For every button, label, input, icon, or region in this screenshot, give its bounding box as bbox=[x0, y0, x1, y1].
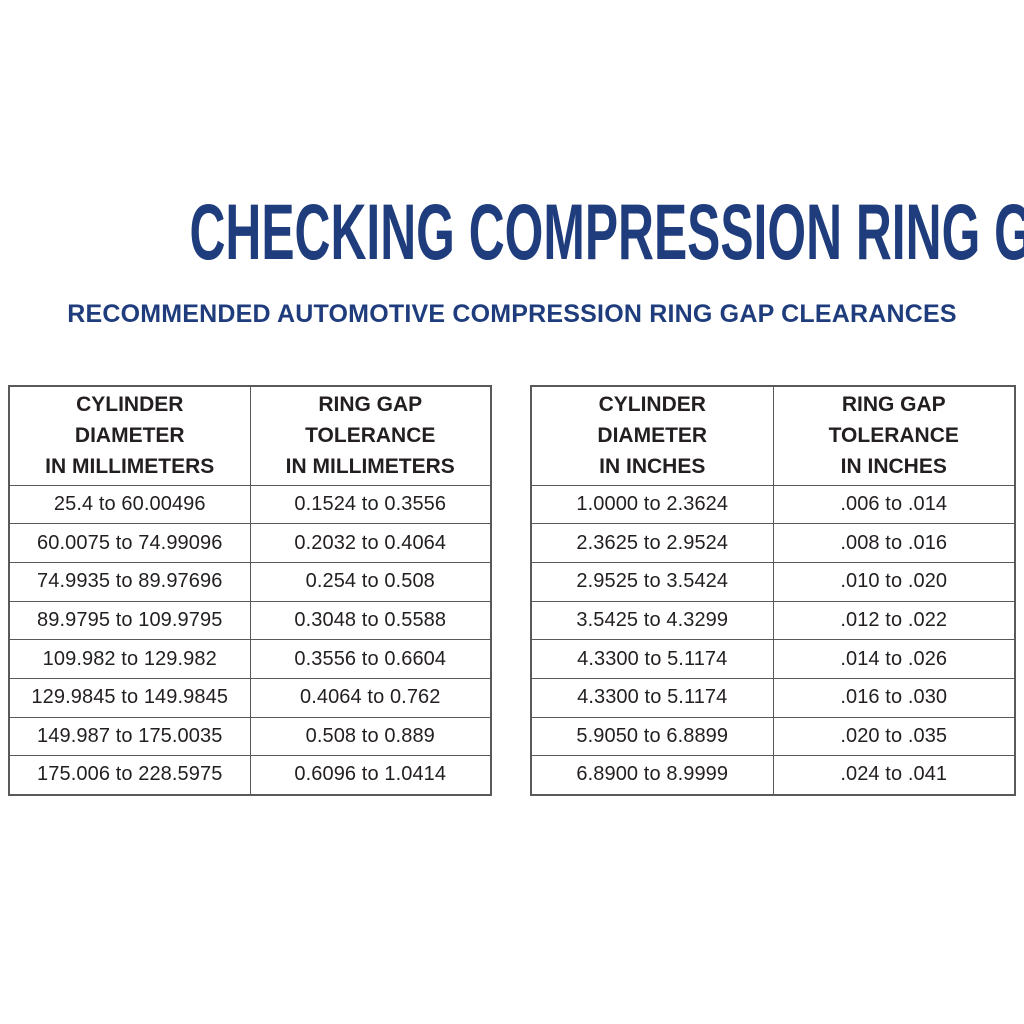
cylinder-diameter-cell: 74.9935 to 89.97696 bbox=[8, 561, 251, 602]
cylinder-diameter-cell: 25.4 to 60.00496 bbox=[8, 484, 251, 525]
cylinder-diameter-cell: 2.9525 to 3.5424 bbox=[530, 561, 774, 602]
header-line: TOLERANCE bbox=[305, 424, 436, 448]
table-row: 175.006 to 228.5975 0.6096 to 1.0414 bbox=[8, 755, 492, 795]
ring-gap-cell: 0.4064 to 0.762 bbox=[249, 677, 492, 718]
ring-gap-cell: .006 to .014 bbox=[772, 484, 1016, 525]
ring-gap-cell: 0.3556 to 0.6604 bbox=[249, 639, 492, 679]
ring-gap-cell: 0.3048 to 0.5588 bbox=[249, 600, 492, 641]
page-subtitle: RECOMMENDED AUTOMOTIVE COMPRESSION RING … bbox=[67, 300, 957, 328]
cylinder-diameter-cell: 109.982 to 129.982 bbox=[8, 639, 251, 679]
table-row: 6.8900 to 8.9999 .024 to .041 bbox=[530, 755, 1016, 795]
header-line: DIAMETER bbox=[597, 424, 708, 448]
table-row: 74.9935 to 89.97696 0.254 to 0.508 bbox=[8, 561, 492, 602]
column-header-ring-gap-tolerance-mm: RING GAP TOLERANCE IN MILLIMETERS bbox=[249, 385, 492, 486]
header-line: IN INCHES bbox=[840, 455, 947, 479]
cylinder-diameter-cell: 129.9845 to 149.9845 bbox=[8, 677, 251, 718]
header-line: IN INCHES bbox=[599, 455, 706, 479]
cylinder-diameter-cell: 2.3625 to 2.9524 bbox=[530, 523, 774, 563]
table-row: 25.4 to 60.00496 0.1524 to 0.3556 bbox=[8, 484, 492, 525]
ring-gap-cell: .012 to .022 bbox=[772, 600, 1016, 641]
cylinder-diameter-cell: 89.9795 to 109.9795 bbox=[8, 600, 251, 641]
column-header-cylinder-diameter-mm: CYLINDER DIAMETER IN MILLIMETERS bbox=[8, 385, 251, 486]
ring-gap-cell: 0.254 to 0.508 bbox=[249, 561, 492, 602]
cylinder-diameter-cell: 149.987 to 175.0035 bbox=[8, 716, 251, 757]
header-line: IN MILLIMETERS bbox=[285, 455, 455, 479]
header-line: CYLINDER bbox=[76, 393, 184, 417]
cylinder-diameter-cell: 6.8900 to 8.9999 bbox=[530, 755, 774, 795]
table-row: 5.9050 to 6.8899 .020 to .035 bbox=[530, 716, 1016, 757]
table-row: 109.982 to 129.982 0.3556 to 0.6604 bbox=[8, 639, 492, 679]
header-line: DIAMETER bbox=[74, 424, 185, 448]
table-row: 4.3300 to 5.1174 .014 to .026 bbox=[530, 639, 1016, 679]
ring-gap-cell: .014 to .026 bbox=[772, 639, 1016, 679]
ring-gap-cell: .024 to .041 bbox=[772, 755, 1016, 795]
table-header-row: CYLINDER DIAMETER IN INCHES RING GAP TOL… bbox=[530, 385, 1016, 486]
table-row: 3.5425 to 4.3299 .012 to .022 bbox=[530, 600, 1016, 641]
cylinder-diameter-cell: 1.0000 to 2.3624 bbox=[530, 484, 774, 525]
header-line: RING GAP bbox=[841, 393, 946, 417]
cylinder-diameter-cell: 4.3300 to 5.1174 bbox=[530, 677, 774, 718]
ring-gap-cell: 0.508 to 0.889 bbox=[249, 716, 492, 757]
header-line: TOLERANCE bbox=[828, 424, 959, 448]
ring-gap-cell: .010 to .020 bbox=[772, 561, 1016, 602]
table-row: 149.987 to 175.0035 0.508 to 0.889 bbox=[8, 716, 492, 757]
ring-gap-cell: 0.2032 to 0.4064 bbox=[249, 523, 492, 563]
ring-gap-cell: .020 to .035 bbox=[772, 716, 1016, 757]
column-header-ring-gap-tolerance-in: RING GAP TOLERANCE IN INCHES bbox=[772, 385, 1016, 486]
table-row: 89.9795 to 109.9795 0.3048 to 0.5588 bbox=[8, 600, 492, 641]
header-line: IN MILLIMETERS bbox=[45, 455, 215, 479]
table-row: 1.0000 to 2.3624 .006 to .014 bbox=[530, 484, 1016, 525]
page-title: CHECKING COMPRESSION RING GAPS bbox=[189, 187, 1024, 276]
cylinder-diameter-cell: 175.006 to 228.5975 bbox=[8, 755, 251, 795]
header-line: RING GAP bbox=[318, 393, 423, 417]
table-row: 2.3625 to 2.9524 .008 to .016 bbox=[530, 523, 1016, 563]
cylinder-diameter-cell: 5.9050 to 6.8899 bbox=[530, 716, 774, 757]
inch-gap-table: CYLINDER DIAMETER IN INCHES RING GAP TOL… bbox=[530, 385, 1016, 796]
cylinder-diameter-cell: 60.0075 to 74.99096 bbox=[8, 523, 251, 563]
header-line: CYLINDER bbox=[598, 393, 706, 417]
table-row: 129.9845 to 149.9845 0.4064 to 0.762 bbox=[8, 677, 492, 718]
table-row: 60.0075 to 74.99096 0.2032 to 0.4064 bbox=[8, 523, 492, 563]
column-header-cylinder-diameter-in: CYLINDER DIAMETER IN INCHES bbox=[530, 385, 774, 486]
table-header-row: CYLINDER DIAMETER IN MILLIMETERS RING GA… bbox=[8, 385, 492, 486]
millimeter-gap-table: CYLINDER DIAMETER IN MILLIMETERS RING GA… bbox=[8, 385, 492, 796]
ring-gap-cell: 0.6096 to 1.0414 bbox=[249, 755, 492, 795]
cylinder-diameter-cell: 3.5425 to 4.3299 bbox=[530, 600, 774, 641]
ring-gap-cell: .008 to .016 bbox=[772, 523, 1016, 563]
ring-gap-cell: .016 to .030 bbox=[772, 677, 1016, 718]
table-row: 4.3300 to 5.1174 .016 to .030 bbox=[530, 677, 1016, 718]
table-row: 2.9525 to 3.5424 .010 to .020 bbox=[530, 561, 1016, 602]
cylinder-diameter-cell: 4.3300 to 5.1174 bbox=[530, 639, 774, 679]
ring-gap-cell: 0.1524 to 0.3556 bbox=[249, 484, 492, 525]
